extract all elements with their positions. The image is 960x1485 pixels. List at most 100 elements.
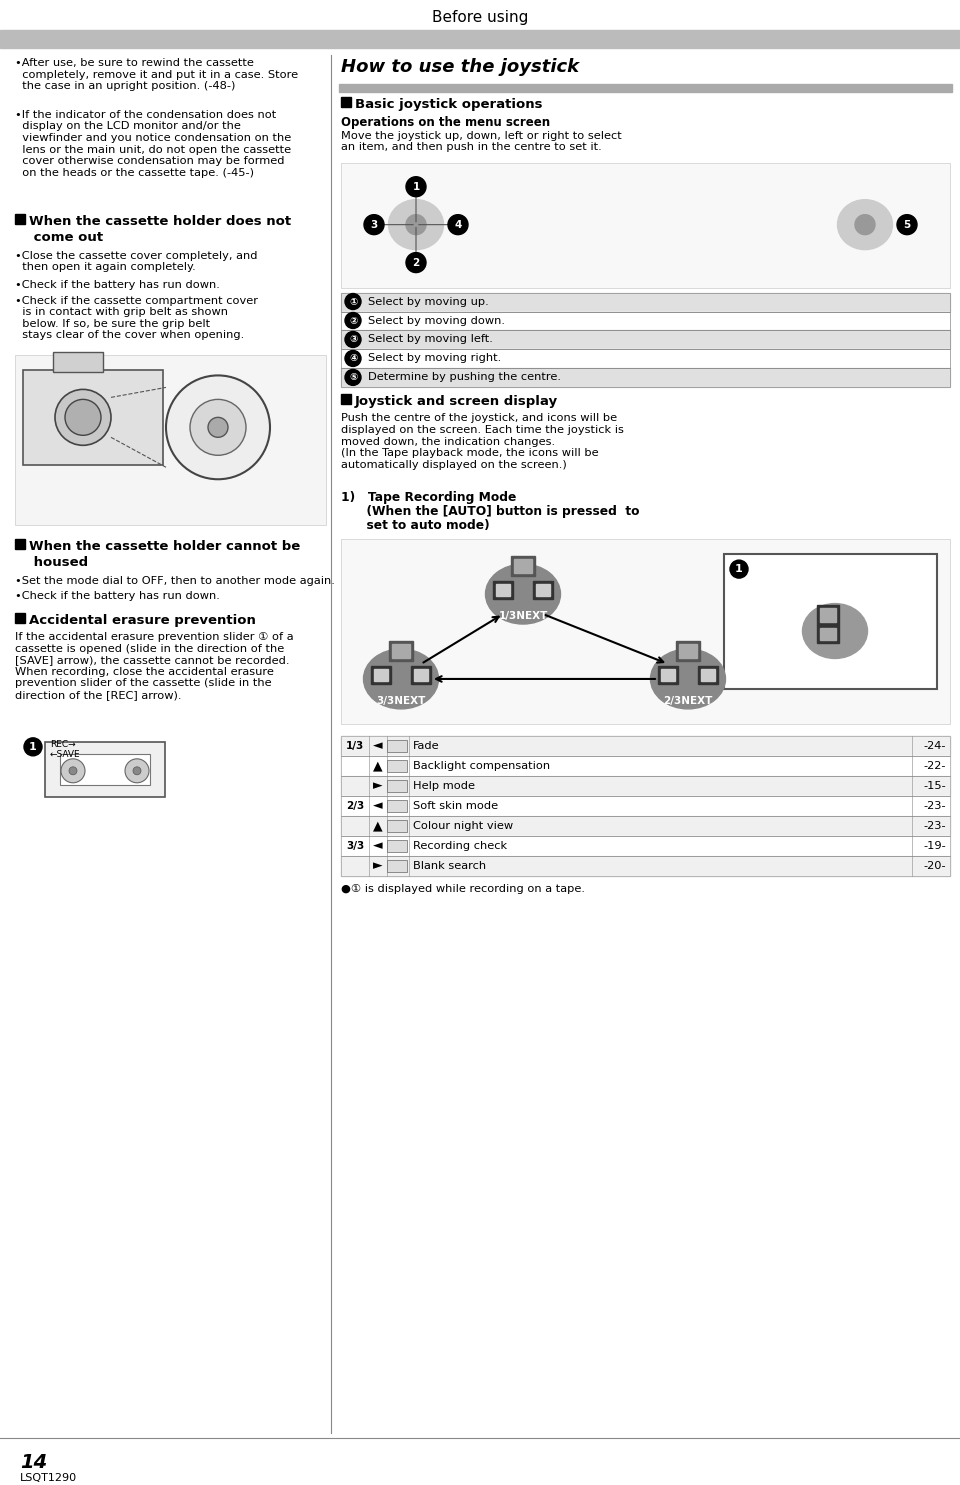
Circle shape <box>364 215 384 235</box>
Circle shape <box>448 215 468 235</box>
Bar <box>724 554 937 689</box>
Text: ◄: ◄ <box>373 839 383 852</box>
Text: Move the joystick up, down, left or right to select
an item, and then push in th: Move the joystick up, down, left or righ… <box>341 131 622 153</box>
Text: 1: 1 <box>29 742 36 751</box>
Bar <box>341 836 950 855</box>
Text: Fade: Fade <box>413 741 440 751</box>
Circle shape <box>125 759 149 783</box>
Text: •Check if the battery has run down.: •Check if the battery has run down. <box>15 591 220 601</box>
Bar <box>341 312 950 331</box>
Text: Before using: Before using <box>432 10 528 25</box>
Bar <box>341 395 351 404</box>
Bar <box>341 368 950 388</box>
Text: ③: ③ <box>348 334 357 345</box>
Bar <box>536 584 550 595</box>
Bar <box>371 665 391 685</box>
Circle shape <box>345 294 361 309</box>
Bar <box>341 815 950 836</box>
Bar <box>341 331 950 349</box>
Text: LSQT1290: LSQT1290 <box>20 1473 77 1482</box>
Bar <box>387 780 407 792</box>
Bar <box>341 312 950 331</box>
Ellipse shape <box>389 199 444 249</box>
Text: Select by moving down.: Select by moving down. <box>368 315 505 325</box>
Text: housed: housed <box>29 557 88 569</box>
Text: •Check if the cassette compartment cover
  is in contact with grip belt as shown: •Check if the cassette compartment cover… <box>15 296 258 340</box>
Bar <box>15 613 25 624</box>
Bar <box>60 754 150 784</box>
Bar <box>387 800 407 812</box>
Text: When the cassette holder does not: When the cassette holder does not <box>29 215 291 227</box>
Text: -20-: -20- <box>924 861 946 870</box>
Bar <box>387 740 407 751</box>
Text: 1: 1 <box>735 564 743 575</box>
Ellipse shape <box>364 649 439 708</box>
Text: 2: 2 <box>413 257 420 267</box>
Circle shape <box>406 215 426 235</box>
Text: Accidental erasure prevention: Accidental erasure prevention <box>29 613 256 627</box>
Text: 14: 14 <box>20 1452 47 1472</box>
Text: ②: ② <box>348 315 357 325</box>
Text: If the accidental erasure prevention slider ① of a
cassette is opened (slide in : If the accidental erasure prevention sli… <box>15 633 294 699</box>
Bar <box>341 737 950 756</box>
Bar <box>661 668 675 682</box>
Bar <box>698 665 718 685</box>
Text: Determine by pushing the centre.: Determine by pushing the centre. <box>368 373 561 383</box>
Bar <box>15 214 25 224</box>
Text: 3: 3 <box>371 220 377 230</box>
Text: 2/3NEXT: 2/3NEXT <box>663 696 712 705</box>
Bar <box>341 737 950 756</box>
Circle shape <box>24 738 42 756</box>
Text: ⑤: ⑤ <box>348 373 357 383</box>
Text: •Set the mode dial to OFF, then to another mode again.: •Set the mode dial to OFF, then to anoth… <box>15 576 335 587</box>
Bar <box>679 644 697 658</box>
Bar <box>341 756 950 775</box>
Text: 1/3NEXT: 1/3NEXT <box>498 610 548 621</box>
Circle shape <box>65 399 101 435</box>
Text: ◄: ◄ <box>373 799 383 812</box>
Text: Select by moving left.: Select by moving left. <box>368 334 492 345</box>
Bar <box>341 796 950 815</box>
Bar <box>493 581 513 598</box>
Text: Colour night view: Colour night view <box>413 821 514 830</box>
Text: ←SAVE: ←SAVE <box>50 750 81 759</box>
Bar <box>341 163 950 288</box>
Text: Basic joystick operations: Basic joystick operations <box>355 98 542 111</box>
Text: -22-: -22- <box>924 760 946 771</box>
Bar <box>53 352 103 373</box>
Bar <box>45 742 165 797</box>
Bar <box>496 584 510 595</box>
Text: •After use, be sure to rewind the cassette
  completely, remove it and put it in: •After use, be sure to rewind the casset… <box>15 58 299 91</box>
Bar <box>341 539 950 723</box>
Text: Select by moving right.: Select by moving right. <box>368 353 501 364</box>
Bar <box>23 370 163 465</box>
Bar <box>701 668 715 682</box>
Bar <box>341 293 950 312</box>
Bar <box>387 820 407 832</box>
Bar <box>341 293 950 312</box>
Bar <box>411 665 431 685</box>
Text: 1/3: 1/3 <box>346 741 364 751</box>
Text: -15-: -15- <box>924 781 946 792</box>
Bar <box>341 331 950 349</box>
Text: How to use the joystick: How to use the joystick <box>341 58 579 76</box>
Text: Operations on the menu screen: Operations on the menu screen <box>341 116 550 129</box>
Text: 1: 1 <box>413 181 420 192</box>
Ellipse shape <box>651 649 726 708</box>
Text: Help mode: Help mode <box>413 781 475 792</box>
Bar <box>387 760 407 772</box>
Text: Push the centre of the joystick, and icons will be
displayed on the screen. Each: Push the centre of the joystick, and ico… <box>341 413 624 469</box>
Text: 3/3: 3/3 <box>346 841 364 851</box>
Circle shape <box>855 215 875 235</box>
Text: come out: come out <box>29 230 103 244</box>
Bar <box>817 625 839 643</box>
Bar <box>387 860 407 872</box>
Bar <box>387 839 407 852</box>
Bar <box>341 349 950 368</box>
Text: ▲: ▲ <box>373 820 383 832</box>
Bar <box>341 368 950 388</box>
Bar <box>341 775 950 796</box>
Text: ◄: ◄ <box>373 740 383 753</box>
Bar <box>511 557 535 576</box>
Bar <box>414 668 428 682</box>
